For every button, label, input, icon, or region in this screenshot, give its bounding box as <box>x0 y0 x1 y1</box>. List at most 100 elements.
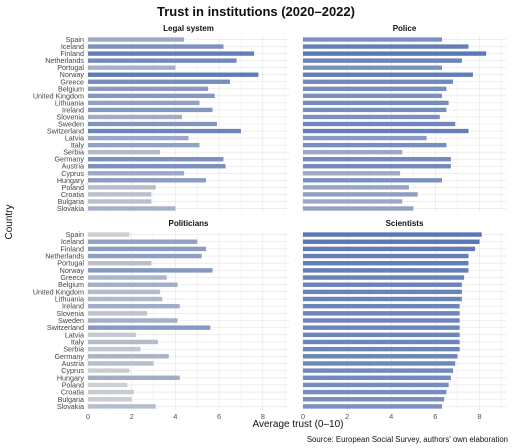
bar <box>303 65 443 70</box>
category-label: Norway <box>60 266 85 275</box>
bar <box>303 44 469 49</box>
bar <box>303 192 418 197</box>
bar <box>303 318 460 323</box>
bar <box>88 354 169 359</box>
category-label: Portugal <box>57 63 84 72</box>
bar <box>88 86 209 91</box>
y-axis-label: Country <box>4 204 15 239</box>
bar <box>303 275 465 280</box>
bar <box>88 389 134 395</box>
bar <box>88 404 156 409</box>
bar <box>303 178 443 183</box>
bar <box>88 171 185 176</box>
bar <box>303 128 469 134</box>
bar <box>303 79 454 84</box>
bar <box>88 261 152 266</box>
bar <box>88 303 180 309</box>
category-label: Slovenia <box>56 112 84 121</box>
bar <box>303 149 403 155</box>
panel-title: Scientists <box>386 219 424 228</box>
bar <box>303 232 482 237</box>
category-label: Switzerland <box>47 323 84 332</box>
bar <box>303 361 456 366</box>
bar <box>88 37 185 42</box>
panel-scientists: Scientists 0 2 4 6 8 <box>301 219 506 421</box>
bar <box>303 121 456 127</box>
x-tick-label: 2 <box>345 412 349 421</box>
category-label: Slovenia <box>56 309 84 318</box>
category-label: Netherlands <box>45 252 84 261</box>
bar <box>303 100 449 106</box>
bar <box>303 311 460 316</box>
bar <box>88 199 152 204</box>
bar <box>88 368 130 373</box>
bar <box>88 93 215 99</box>
bar <box>303 114 440 120</box>
bar <box>88 164 226 169</box>
bar <box>88 282 178 287</box>
category-label: Portugal <box>57 259 84 268</box>
bar <box>303 261 469 266</box>
panel-title: Politicians <box>168 219 209 228</box>
bar <box>88 275 167 280</box>
bar <box>303 368 454 373</box>
bar <box>88 206 176 211</box>
bar <box>303 382 449 388</box>
category-label: Serbia <box>63 345 84 354</box>
category-label: Hungary <box>57 176 85 185</box>
bar <box>88 311 147 316</box>
bar <box>88 79 231 84</box>
x-tick-label: 4 <box>173 412 177 421</box>
bar <box>303 51 487 56</box>
bar <box>88 325 211 330</box>
category-label: Bulgaria <box>58 197 84 206</box>
category-label: Latvia <box>65 330 84 339</box>
bar <box>88 157 224 162</box>
x-tick-label: 6 <box>217 412 221 421</box>
bar <box>303 268 469 273</box>
x-tick-label: 0 <box>86 412 90 421</box>
category-label: Serbia <box>63 148 84 157</box>
category-label: Spain <box>66 35 84 44</box>
category-label: Sweden <box>58 316 84 325</box>
bar <box>88 58 237 63</box>
bar <box>88 142 200 148</box>
bar <box>88 72 259 77</box>
category-label: Finland <box>60 244 84 253</box>
x-tick-label: 8 <box>477 412 481 421</box>
bar <box>303 332 460 338</box>
bar <box>88 246 206 252</box>
bar <box>88 289 161 295</box>
category-label: Italy <box>71 141 85 150</box>
bar <box>303 354 458 359</box>
bar <box>88 192 152 197</box>
bar <box>88 185 156 190</box>
category-label: Austria <box>62 359 84 368</box>
bar <box>303 325 460 330</box>
category-label: Greece <box>60 273 84 282</box>
bar <box>88 44 224 49</box>
category-label: Finland <box>60 49 84 58</box>
bar <box>303 404 443 409</box>
category-label: Ireland <box>62 105 84 114</box>
bar <box>303 107 447 113</box>
bar <box>88 178 206 183</box>
bar <box>303 58 462 63</box>
bar <box>303 72 473 77</box>
category-label: Croatia <box>61 388 84 397</box>
category-label: United Kingdom <box>33 287 84 296</box>
bar <box>88 239 198 244</box>
bar <box>88 107 213 113</box>
bar <box>303 303 460 309</box>
bar <box>303 37 443 42</box>
x-tick-label: 6 <box>433 412 437 421</box>
panel-legal-system: Legal system SpainIcelandFinlandNetherlan… <box>33 24 289 213</box>
bar <box>303 239 480 244</box>
panel-title: Police <box>393 24 417 33</box>
bar <box>303 339 460 345</box>
category-label: Belgium <box>58 84 84 93</box>
category-label: Sweden <box>58 120 84 129</box>
bar <box>303 397 445 402</box>
bar <box>88 128 241 134</box>
